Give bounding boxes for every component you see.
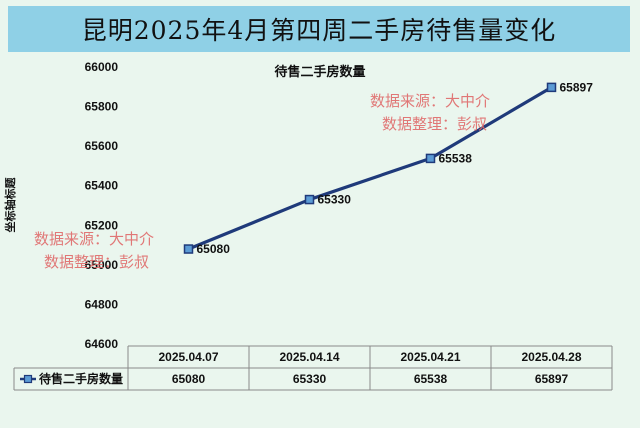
table-value-cell: 65897 <box>535 372 569 386</box>
data-point-marker <box>304 194 315 205</box>
table-value-cell: 65080 <box>172 372 206 386</box>
y-axis-title: 坐标轴标题 <box>3 177 17 233</box>
page-title: 昆明2025年4月第四周二手房待售量变化 <box>8 6 630 52</box>
legend-marker-swatch <box>23 374 33 384</box>
y-tick-label: 65800 <box>85 100 119 114</box>
y-tick-label: 65000 <box>85 258 119 272</box>
watermark-source: 数据来源：大中介 <box>34 230 155 248</box>
data-point-marker <box>425 153 436 164</box>
y-tick-label: 65600 <box>85 139 119 153</box>
x-category-label: 2025.04.28 <box>521 350 581 364</box>
watermark-source: 数据来源：大中介 <box>370 92 491 110</box>
y-tick-label: 64800 <box>85 297 119 311</box>
x-category-label: 2025.04.07 <box>158 350 218 364</box>
table-value-cell: 65538 <box>414 372 448 386</box>
x-category-label: 2025.04.21 <box>400 350 460 364</box>
watermark-author: 数据整理：彭叔 <box>382 115 488 133</box>
data-point-marker <box>546 82 557 93</box>
data-label: 65080 <box>197 242 231 256</box>
y-tick-label: 66000 <box>85 60 119 74</box>
watermark-left: 数据来源：大中介 数据整理：彭叔 <box>34 228 154 274</box>
chart-title: 待售二手房数量 <box>273 64 365 79</box>
data-label: 65330 <box>318 193 352 207</box>
data-point-marker <box>183 244 194 254</box>
watermark-author: 数据整理：彭叔 <box>44 253 150 271</box>
x-category-label: 2025.04.14 <box>279 350 339 364</box>
data-label: 65538 <box>439 151 473 165</box>
watermark-top: 数据来源：大中介 数据整理：彭叔 <box>370 90 490 136</box>
legend-series-name: 待售二手房数量 <box>39 371 123 386</box>
y-tick-label: 65200 <box>85 218 119 232</box>
y-tick-label: 65400 <box>85 179 119 193</box>
y-tick-label: 64600 <box>85 337 119 351</box>
series-line <box>187 85 553 251</box>
table-value-cell: 65330 <box>293 372 327 386</box>
data-label: 65897 <box>560 80 594 94</box>
